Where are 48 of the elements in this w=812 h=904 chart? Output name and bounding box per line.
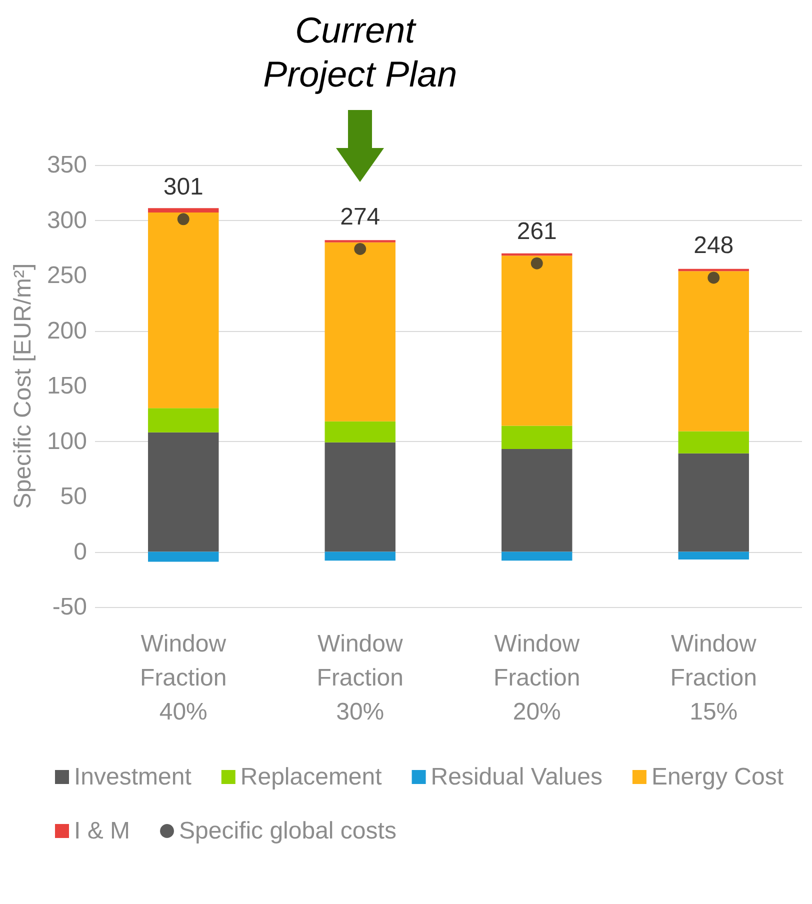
y-tick-label: -50 [52,594,87,620]
y-axis-title: Specific Cost [EUR/m²] [10,263,36,509]
bar [148,208,219,213]
x-tick-label: Window Fraction 20% [494,630,580,726]
bar [502,256,572,426]
legend-label: Investment [74,764,192,790]
bar [502,448,572,552]
y-tick-label: 200 [46,317,87,344]
bar [324,552,396,561]
data-label: 261 [516,218,557,245]
bar [502,552,572,561]
bar [678,453,749,552]
y-tick-label: 0 [74,538,87,566]
bar [148,432,219,552]
y-tick-label: 100 [46,428,87,455]
bar [324,242,396,422]
legend-label: Specific global costs [179,818,396,844]
bar [502,426,572,449]
y-tick-label: 150 [46,372,87,400]
y-tick-label: 250 [46,262,87,289]
legend-label: Residual Values [430,764,602,790]
bar [678,268,749,272]
x-tick-label: Window Fraction 15% [670,630,757,726]
bar [148,212,219,408]
data-label: 301 [163,174,204,201]
bar [678,552,749,560]
point [354,242,366,255]
x-tick-label: Window Fraction 40% [140,630,227,726]
bar [678,271,749,432]
legend-label: Replacement [240,764,382,790]
text: Current Project Plan [263,10,458,94]
y-tick-label: 350 [46,152,87,178]
x-tick-label: Window Fraction 30% [316,630,404,726]
legend-label: Energy Cost [651,764,784,790]
legend-label: I & M [74,818,130,844]
point [177,213,190,226]
bar [502,253,572,256]
data-label: 274 [340,203,380,230]
bar [324,442,396,552]
bar [324,421,396,442]
bar [148,408,219,432]
bar [148,552,219,562]
data-label: 248 [694,232,734,260]
point [708,272,720,284]
y-tick-label: 300 [46,206,87,234]
y-tick-label: 50 [60,483,87,510]
point [530,257,543,270]
bar [678,431,749,454]
